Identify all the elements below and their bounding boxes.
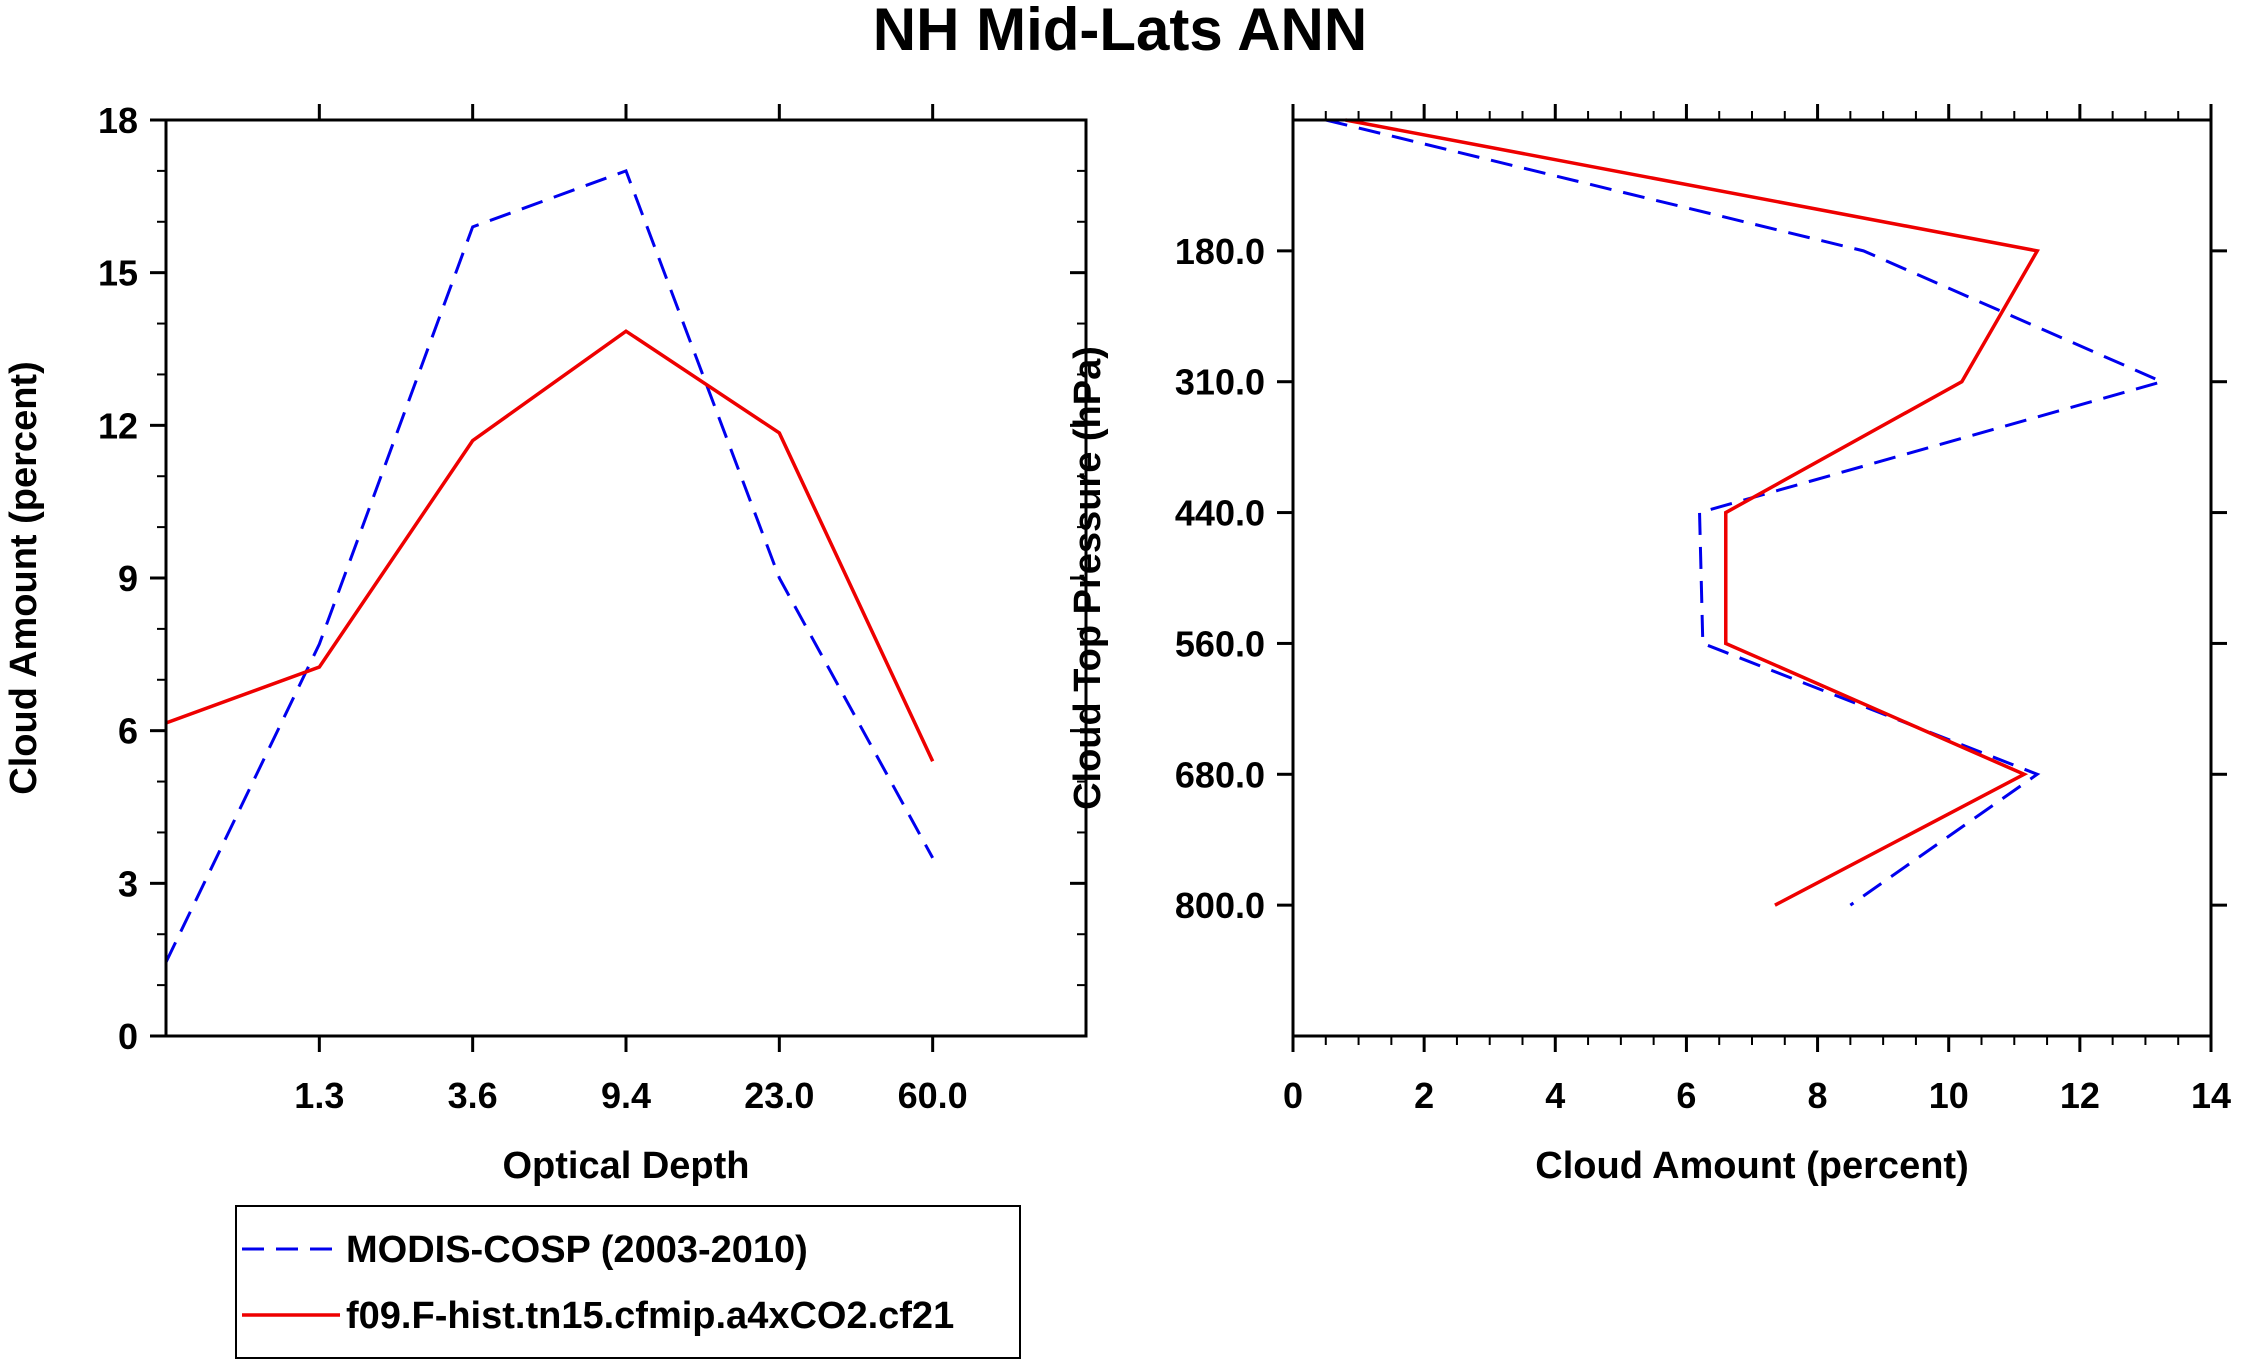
right-x-tick-label: 4: [1545, 1075, 1565, 1116]
right-axis-ticks: 0 2 4 6 8 10 12 14 180.0 310.0 440.0 560.0 680.0 800.…: [1175, 104, 2231, 1116]
left-y-tick-label: 18: [98, 100, 138, 141]
right-y-tick-label: 800.0: [1175, 885, 1265, 926]
chart-title: NH Mid-Lats ANN: [873, 0, 1367, 63]
left-plot-frame: [164, 118, 1088, 1038]
right-series-model-line: [1345, 118, 2040, 907]
right-plot-frame: [1291, 118, 2213, 1038]
left-x-tick-label: 3.6: [448, 1075, 498, 1116]
right-plot-area: [1325, 118, 2167, 907]
right-y-tick-label: 680.0: [1175, 754, 1265, 795]
left-x-tick-label: 23.0: [744, 1075, 814, 1116]
left-y-tick-label: 3: [118, 863, 138, 904]
right-x-tick-label: 2: [1414, 1075, 1434, 1116]
left-y-tick-label: 6: [118, 711, 138, 752]
legend-box: [235, 1205, 1021, 1359]
left-axis-ticks: 0 3 6 9 12 15 18 1.3 3.6 9.4 23.0 60.0: [98, 100, 1086, 1116]
right-x-axis-label: Cloud Amount (percent): [1535, 1145, 1968, 1187]
right-y-tick-label: 310.0: [1175, 362, 1265, 403]
left-y-tick-label: 15: [98, 253, 138, 294]
left-y-tick-label: 0: [118, 1016, 138, 1057]
left-x-tick-label: 9.4: [601, 1075, 651, 1116]
right-x-tick-label: 14: [2191, 1075, 2231, 1116]
right-x-tick-label: 0: [1283, 1075, 1303, 1116]
right-x-tick-label: 8: [1808, 1075, 1828, 1116]
right-y-tick-label: 440.0: [1175, 493, 1265, 534]
right-y-tick-label: 560.0: [1175, 623, 1265, 664]
left-plot-area: [166, 168, 935, 963]
legend-label-model: f09.F-hist.tn15.cfmip.a4xCO2.cf21: [346, 1295, 954, 1337]
left-y-tick-label: 9: [118, 558, 138, 599]
left-x-axis-label: Optical Depth: [502, 1145, 749, 1187]
left-x-tick-label: 1.3: [294, 1075, 344, 1116]
right-y-tick-label: 180.0: [1175, 231, 1265, 272]
legend-label-obs: MODIS-COSP (2003-2010): [346, 1229, 808, 1271]
right-y-axis-label: Cloud Top Pressure (hPa): [1067, 346, 1109, 810]
legend: MODIS-COSP (2003-2010) f09.F-hist.tn15.c…: [235, 1205, 1021, 1359]
left-series-model-line: [166, 329, 935, 762]
right-x-tick-label: 12: [2060, 1075, 2100, 1116]
right-x-tick-label: 10: [1929, 1075, 1969, 1116]
left-series-obs-line: [166, 168, 934, 963]
right-panel: 0 2 4 6 8 10 12 14 180.0 310.0 440.0 560.0 680.0 800.…: [1067, 104, 2231, 1187]
right-series-obs-line: [1325, 118, 2167, 907]
left-y-axis-label: Cloud Amount (percent): [3, 361, 45, 794]
left-x-tick-label: 60.0: [898, 1075, 968, 1116]
left-y-tick-label: 12: [98, 405, 138, 446]
left-panel: 0 3 6 9 12 15 18 1.3 3.6 9.4 23.0 60.0 Optical Dept…: [3, 100, 1088, 1187]
right-x-tick-label: 6: [1676, 1075, 1696, 1116]
